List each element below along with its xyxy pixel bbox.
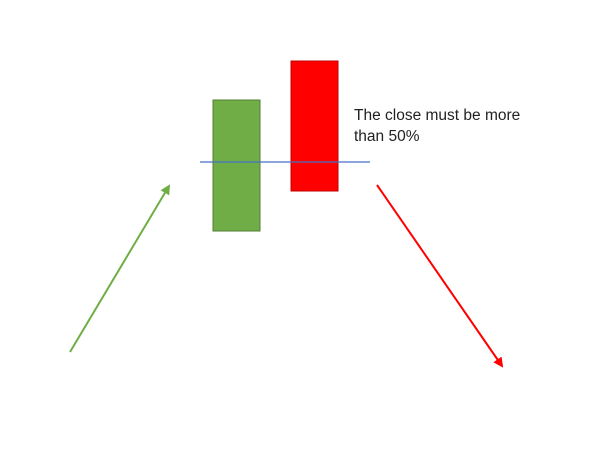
annotation-line-2: than 50% — [354, 128, 420, 145]
annotation-text: The close must be more than 50% — [354, 105, 554, 147]
uptrend-arrow — [69, 184, 171, 353]
annotation-line-1: The close must be more — [354, 107, 521, 124]
bearish-candle — [290, 60, 339, 192]
bullish-candle — [212, 99, 261, 232]
downtrend-arrow — [376, 184, 504, 368]
